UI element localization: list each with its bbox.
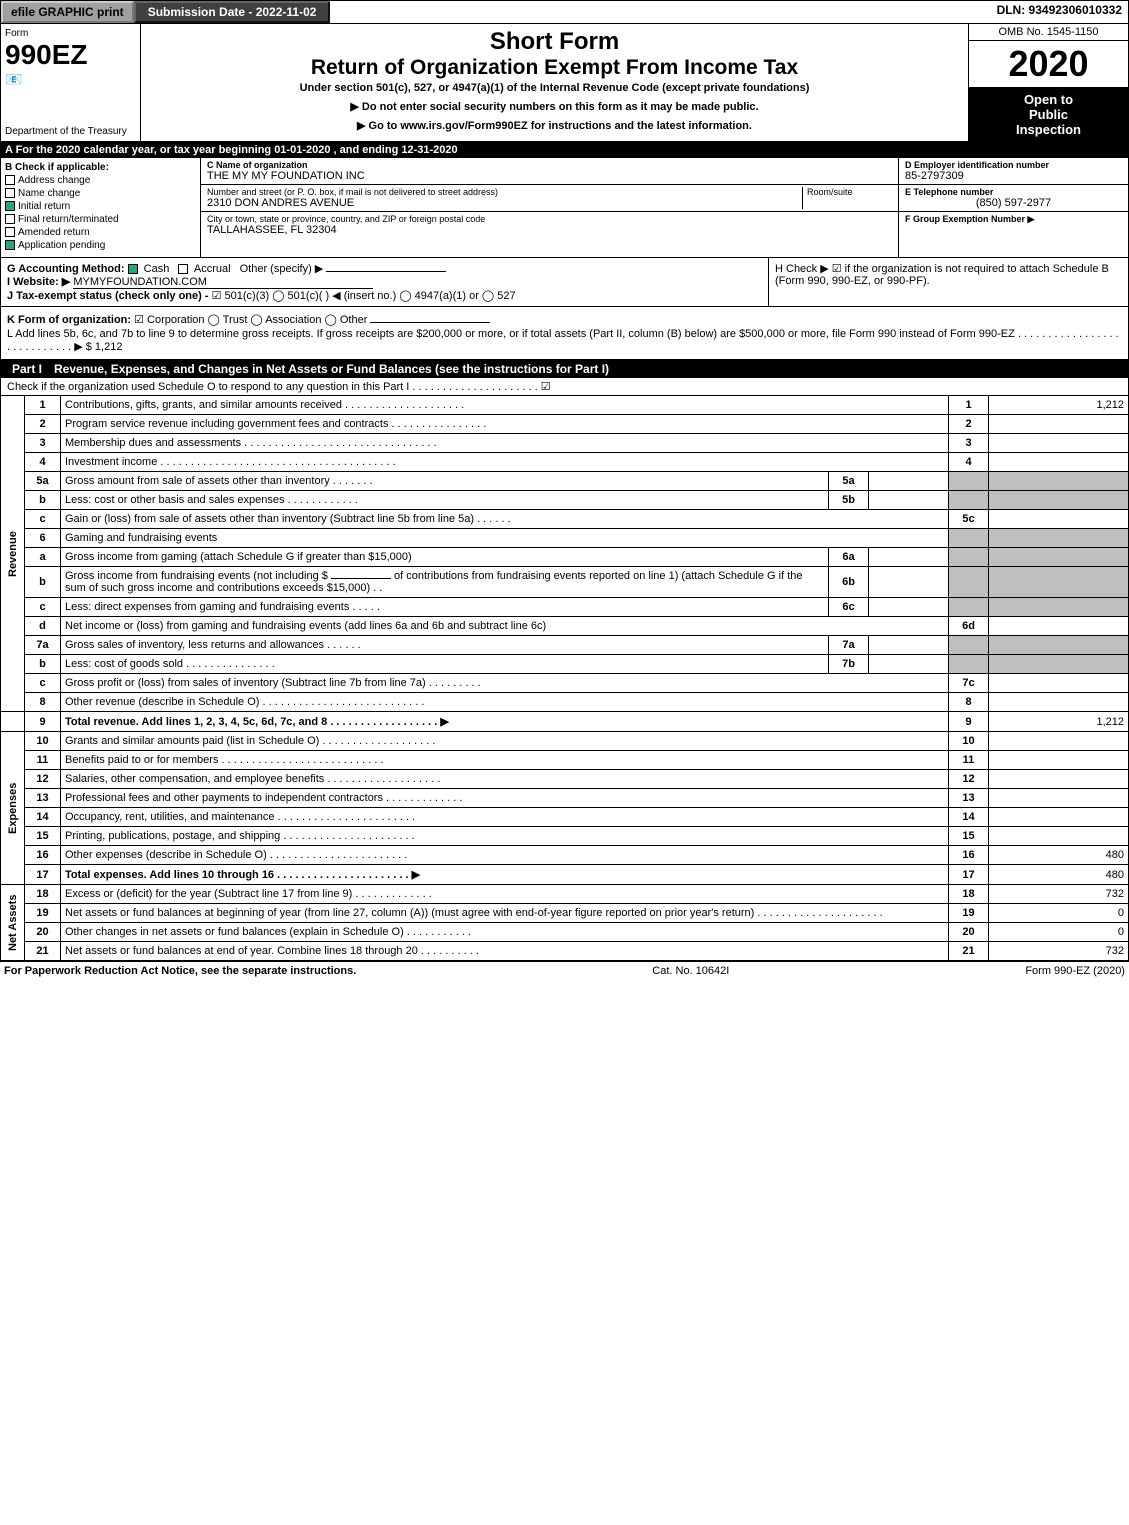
omb-number: OMB No. 1545-1150 — [969, 24, 1128, 41]
room-label: Room/suite — [807, 187, 892, 197]
line-1-no: 1 — [25, 396, 61, 415]
phone-label: E Telephone number — [905, 187, 1122, 197]
k-l-block: K Form of organization: ☑ Corporation ◯ … — [0, 307, 1129, 360]
footer-mid: Cat. No. 10642I — [652, 965, 729, 977]
phone-value: (850) 597-2977 — [905, 197, 1122, 209]
submission-date-button[interactable]: Submission Date - 2022-11-02 — [134, 1, 331, 23]
check-name-change[interactable]: Name change — [5, 188, 196, 199]
l-gross-receipts: L Add lines 5b, 6c, and 7b to line 9 to … — [7, 328, 1122, 353]
ein-value: 85-2797309 — [905, 170, 1122, 182]
tax-exempt-opts: ☑ 501(c)(3) ◯ 501(c)( ) ◀ (insert no.) ◯… — [212, 290, 516, 302]
ein-label: D Employer identification number — [905, 160, 1122, 170]
check-b-heading: B Check if applicable: — [5, 162, 196, 173]
check-application-pending[interactable]: Application pending — [5, 240, 196, 251]
footer: For Paperwork Reduction Act Notice, see … — [0, 961, 1129, 980]
h-schedule-b: H Check ▶ ☑ if the organization is not r… — [768, 258, 1128, 306]
c-org-label: C Name of organization — [207, 160, 892, 170]
part1-title: Revenue, Expenses, and Changes in Net As… — [54, 362, 609, 376]
subtitle: Under section 501(c), 527, or 4947(a)(1)… — [149, 82, 960, 94]
form-header: Form 990EZ 📧 Department of the Treasury … — [0, 24, 1129, 142]
website-value[interactable]: MYMYFOUNDATION.COM — [73, 276, 373, 289]
footer-left: For Paperwork Reduction Act Notice, see … — [4, 965, 356, 977]
line-1-amt: 1,212 — [989, 396, 1129, 415]
part1-table: Revenue 1 Contributions, gifts, grants, … — [0, 395, 1129, 961]
main-title: Return of Organization Exempt From Incom… — [149, 56, 960, 80]
footer-right: Form 990-EZ (2020) — [1025, 965, 1125, 977]
part1-check-o: Check if the organization used Schedule … — [0, 378, 1129, 395]
cash-checkbox[interactable] — [128, 264, 138, 274]
city-label: City or town, state or province, country… — [207, 214, 892, 224]
top-bar: efile GRAPHIC print Submission Date - 20… — [0, 0, 1129, 24]
part1-tag: Part I — [4, 362, 50, 376]
expenses-side-label: Expenses — [1, 732, 25, 885]
g-label: G Accounting Method: — [7, 263, 125, 275]
k-opts: ☑ Corporation ◯ Trust ◯ Association ◯ Ot… — [134, 314, 367, 326]
gh-block: G Accounting Method: Cash Accrual Other … — [0, 258, 1129, 307]
check-final-return[interactable]: Final return/terminated — [5, 214, 196, 225]
tax-exempt-label: J Tax-exempt status (check only one) - — [7, 290, 209, 302]
k-label: K Form of organization: — [7, 314, 131, 326]
dept-treasury: Department of the Treasury — [5, 126, 136, 137]
check-address-change[interactable]: Address change — [5, 175, 196, 186]
accrual-checkbox[interactable] — [178, 264, 188, 274]
city-value: TALLAHASSEE, FL 32304 — [207, 224, 892, 236]
tax-year: 2020 — [969, 41, 1128, 88]
open-public: Open to Public Inspection — [969, 88, 1128, 141]
street-value: 2310 DON ANDRES AVENUE — [207, 197, 802, 209]
part1-header: Part I Revenue, Expenses, and Changes in… — [0, 360, 1129, 378]
c-org-name: THE MY MY FOUNDATION INC — [207, 170, 892, 182]
short-form-title: Short Form — [149, 28, 960, 56]
row-a-tax-year: A For the 2020 calendar year, or tax yea… — [0, 142, 1129, 158]
efile-print-button[interactable]: efile GRAPHIC print — [1, 1, 134, 23]
revenue-side-label: Revenue — [1, 396, 25, 712]
check-initial-return[interactable]: Initial return — [5, 201, 196, 212]
do-not-enter: ▶ Do not enter social security numbers o… — [149, 100, 960, 113]
website-label: I Website: ▶ — [7, 276, 70, 288]
street-label: Number and street (or P. O. box, if mail… — [207, 187, 802, 197]
group-exemption-label: F Group Exemption Number ▶ — [905, 214, 1122, 225]
form-number: 990EZ — [5, 39, 136, 71]
goto-link[interactable]: ▶ Go to www.irs.gov/Form990EZ for instru… — [149, 119, 960, 132]
net-assets-side-label: Net Assets — [1, 885, 25, 961]
identification-block: B Check if applicable: Address change Na… — [0, 158, 1129, 258]
dln-label: DLN: 93492306010332 — [991, 1, 1128, 23]
check-amended-return[interactable]: Amended return — [5, 227, 196, 238]
line-1-desc: Contributions, gifts, grants, and simila… — [61, 396, 949, 415]
form-word: Form — [5, 28, 136, 39]
line-1-ref: 1 — [949, 396, 989, 415]
